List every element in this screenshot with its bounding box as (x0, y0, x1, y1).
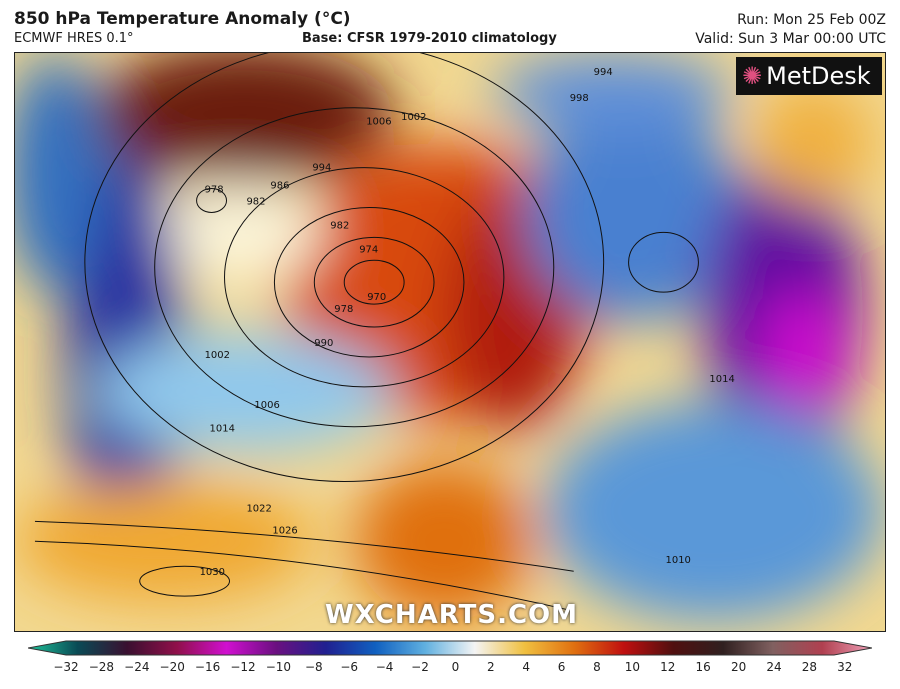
isobar-label: 1026 (272, 525, 297, 536)
isobar-label: 974 (359, 244, 378, 255)
colorbar-tick-label: 20 (730, 660, 747, 674)
colorbar-tick-label: 10 (624, 660, 641, 674)
colorbar-tick-label: 6 (557, 660, 566, 674)
colorbar-tick-label: 4 (522, 660, 531, 674)
run-label: Run: Mon 25 Feb 00Z (737, 12, 886, 28)
colorbar-tick-label: 24 (766, 660, 782, 674)
isobar-label: 978 (334, 304, 353, 315)
isobar-label: 1014 (210, 424, 235, 435)
chart-title: 850 hPa Temperature Anomaly (°C) (14, 9, 351, 29)
colorbar-tick-label: 8 (593, 660, 601, 674)
anomaly-map: 970 974 978 990 1002 1006 1014 1022 1026… (14, 52, 886, 632)
isobar-label: 986 (270, 181, 289, 192)
isobar-label: 994 (312, 163, 331, 174)
isobar-label: 970 (367, 292, 386, 303)
colorbar-tick-label: −2 (411, 660, 429, 674)
colorbar-tick-label: −8 (304, 660, 323, 674)
colorbar-tick-label: −10 (265, 660, 292, 674)
colorbar (28, 640, 872, 656)
colorbar-tick-label: 2 (486, 660, 495, 674)
valid-label: Valid: Sun 3 Mar 00:00 UTC (695, 31, 886, 47)
isobar-label: 1010 (666, 555, 691, 566)
isobar-label: 982 (246, 196, 265, 207)
isobar-label: 1030 (200, 567, 225, 578)
isobar-label: 1014 (709, 374, 734, 385)
isobar-label: 998 (570, 93, 589, 104)
colorbar-tick-label: −20 (159, 660, 185, 674)
logo-flower-icon: ✺ (742, 62, 763, 90)
isobar-label: 1002 (401, 112, 426, 123)
colorbar-tick-label: −32 (53, 660, 79, 674)
isobar-label: 1002 (205, 350, 230, 361)
colorbar-tick-label: 28 (801, 660, 818, 674)
isobar-label: 1022 (246, 503, 271, 514)
colorbar-tick-label: −24 (124, 660, 150, 674)
colorbar-tick-label: 16 (695, 660, 711, 674)
isobar-label: 982 (330, 220, 349, 231)
model-label: ECMWF HRES 0.1° (14, 31, 134, 46)
colorbar-tick-label: −12 (230, 660, 256, 674)
metdesk-logo: ✺ MetDesk (736, 57, 882, 95)
wxcharts-watermark: WXCHARTS.COM (325, 600, 579, 630)
colorbar-tick-label: −6 (340, 660, 359, 674)
colorbar-tick-label: 32 (837, 660, 853, 674)
isobar-label: 1006 (254, 400, 279, 411)
colorbar-tick-label: −28 (88, 660, 115, 674)
isobar-labels: 970 974 978 990 1002 1006 1014 1022 1026… (200, 67, 735, 578)
colorbar-tick-label: −16 (194, 660, 221, 674)
base-label: Base: CFSR 1979-2010 climatology (302, 31, 557, 46)
isobar-label: 994 (594, 67, 613, 78)
colorbar-tick-label: 0 (451, 660, 460, 674)
colorbar-tick-label: 12 (660, 660, 676, 674)
colorbar-tick-label: −4 (375, 660, 394, 674)
isobar-label: 990 (314, 338, 333, 349)
isobar-label: 1006 (366, 117, 391, 128)
isobar-label: 978 (205, 185, 224, 196)
